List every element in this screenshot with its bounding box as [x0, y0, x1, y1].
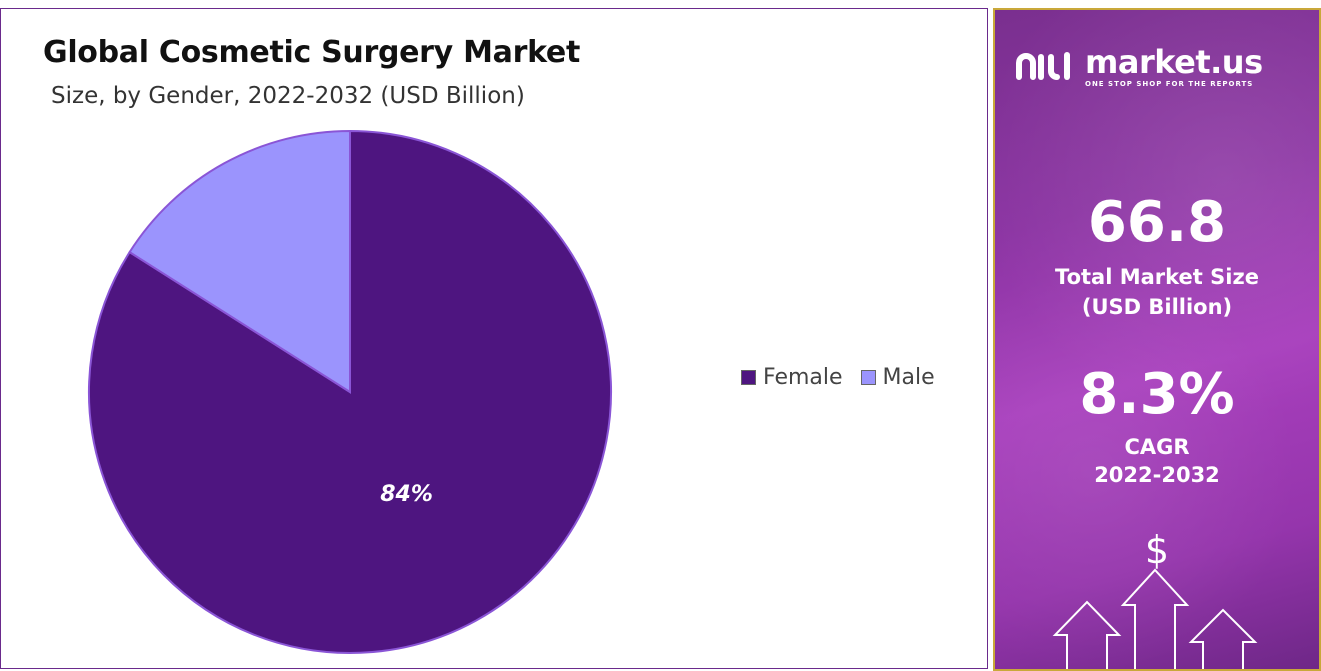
- chart-legend: Female Male: [741, 365, 935, 390]
- pie-slice-female: [88, 129, 612, 654]
- legend-swatch-female: [741, 370, 756, 385]
- legend-label-female: Female: [763, 365, 843, 390]
- pie-slice-male: [128, 129, 351, 394]
- chart-unit: (USD Billion): [380, 83, 525, 109]
- brand-logo-icon: [1016, 52, 1070, 80]
- chart-subtitle: Size, by Gender, 2022-2032 (USD Billion): [51, 83, 525, 109]
- chart-title: Global Cosmetic Surgery Market: [43, 35, 581, 70]
- cagr-label-1: CAGR: [1124, 435, 1190, 459]
- growth-arrows-icon: [1052, 568, 1258, 669]
- chart-subtitle-text: Size, by Gender, 2022-2032: [51, 83, 374, 109]
- legend-swatch-male: [860, 370, 876, 385]
- background-overlay: [995, 10, 1319, 669]
- pie-chart: 84%: [88, 129, 612, 654]
- legend-label-male: Male: [882, 365, 935, 390]
- pie-label-female: 84%: [380, 482, 433, 507]
- legend-item-female: Female: [741, 365, 843, 390]
- cagr-value: 8.3%: [1079, 362, 1235, 427]
- market-size-label-2: (USD Billion): [1081, 295, 1233, 319]
- brand-tagline: ONE STOP SHOP FOR THE REPORTS: [1085, 80, 1254, 88]
- brand-logo: market.us ONE STOP SHOP FOR THE REPORTS: [1015, 46, 1263, 88]
- legend-item-male: Male: [860, 365, 935, 390]
- market-size-value: 66.8: [1087, 190, 1227, 255]
- stats-panel: market.us ONE STOP SHOP FOR THE REPORTS …: [993, 8, 1321, 671]
- brand-name: market.us: [1085, 43, 1263, 81]
- market-size-label-1: Total Market Size: [1055, 265, 1259, 289]
- chart-panel: Global Cosmetic Surgery Market Size, by …: [0, 8, 988, 669]
- dollar-icon: $: [1144, 528, 1170, 572]
- cagr-label-2: 2022-2032: [1094, 463, 1220, 487]
